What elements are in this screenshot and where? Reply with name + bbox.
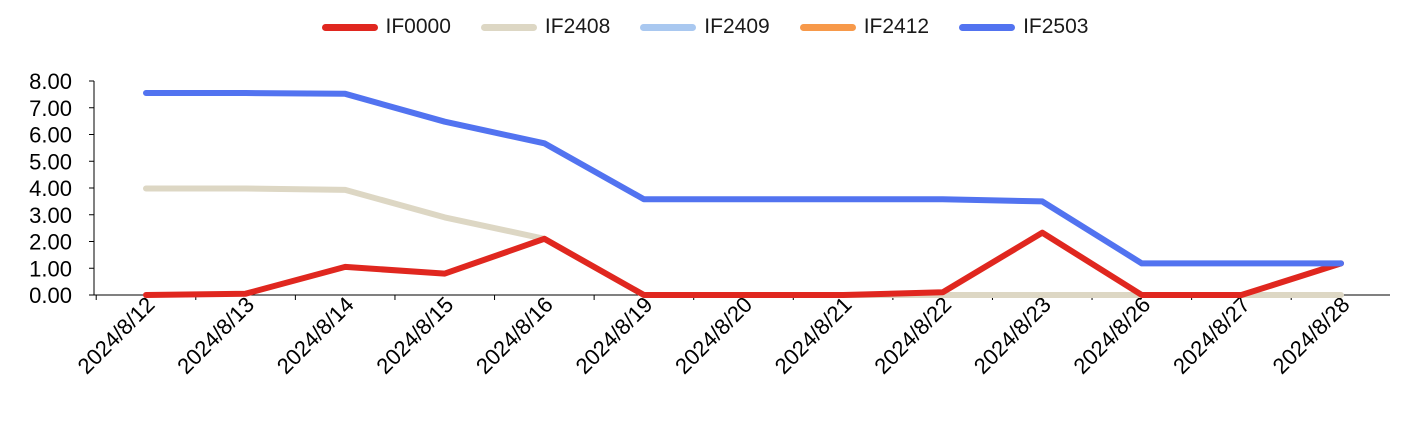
series-line-if0000 (143, 229, 1344, 298)
x-tick-label: 2024/8/27 (1168, 292, 1255, 379)
legend-swatch (640, 23, 697, 31)
legend-item: IF2409 (640, 15, 770, 39)
x-tick-label: 2024/8/12 (73, 292, 160, 379)
x-tick-label: 2024/8/16 (471, 292, 558, 379)
legend-swatch (959, 23, 1016, 31)
legend-label: IF2409 (704, 15, 770, 38)
y-tick-label: 2.00 (29, 230, 72, 255)
legend-label: IF0000 (385, 15, 451, 38)
series-line-if2408 (143, 185, 1344, 298)
x-tick-label: 2024/8/28 (1268, 292, 1355, 379)
y-tick-label: 4.00 (29, 176, 72, 201)
x-tick-label: 2024/8/13 (172, 292, 259, 379)
x-tick-label: 2024/8/20 (670, 292, 757, 379)
y-tick-label: 5.00 (29, 149, 72, 174)
y-tick-label: 3.00 (29, 203, 72, 228)
y-tick-label: 8.00 (29, 69, 72, 94)
x-tick-label: 2024/8/21 (770, 292, 857, 379)
legend-swatch (321, 23, 378, 31)
y-tick-label: 6.00 (29, 123, 72, 148)
series-line-if2503 (143, 90, 1344, 267)
legend-item: IF2412 (799, 15, 930, 39)
y-tick-label: 1.00 (29, 256, 72, 281)
legend-label: IF2408 (544, 15, 611, 38)
x-tick-label: 2024/8/22 (869, 292, 956, 379)
legend-swatch (480, 23, 537, 31)
legend-label: IF2503 (1023, 15, 1089, 38)
legend-item: IF0000 (321, 15, 451, 39)
x-tick-label: 2024/8/26 (1068, 292, 1155, 379)
x-tick-label: 2024/8/14 (272, 292, 359, 379)
legend-label: IF2412 (863, 15, 930, 38)
y-tick-label: 7.00 (29, 96, 72, 121)
x-tick-label: 2024/8/15 (371, 292, 458, 379)
x-tick-label: 2024/8/23 (969, 292, 1056, 379)
legend-item: IF2503 (959, 15, 1088, 39)
legend-item: IF2408 (480, 15, 611, 39)
legend: IF0000 IF2408 IF2409 IF2412 IF2503 (0, 10, 1410, 44)
y-tick-label: 0.00 (29, 283, 72, 308)
x-tick-label: 2024/8/19 (571, 292, 658, 379)
legend-swatch (799, 23, 856, 31)
